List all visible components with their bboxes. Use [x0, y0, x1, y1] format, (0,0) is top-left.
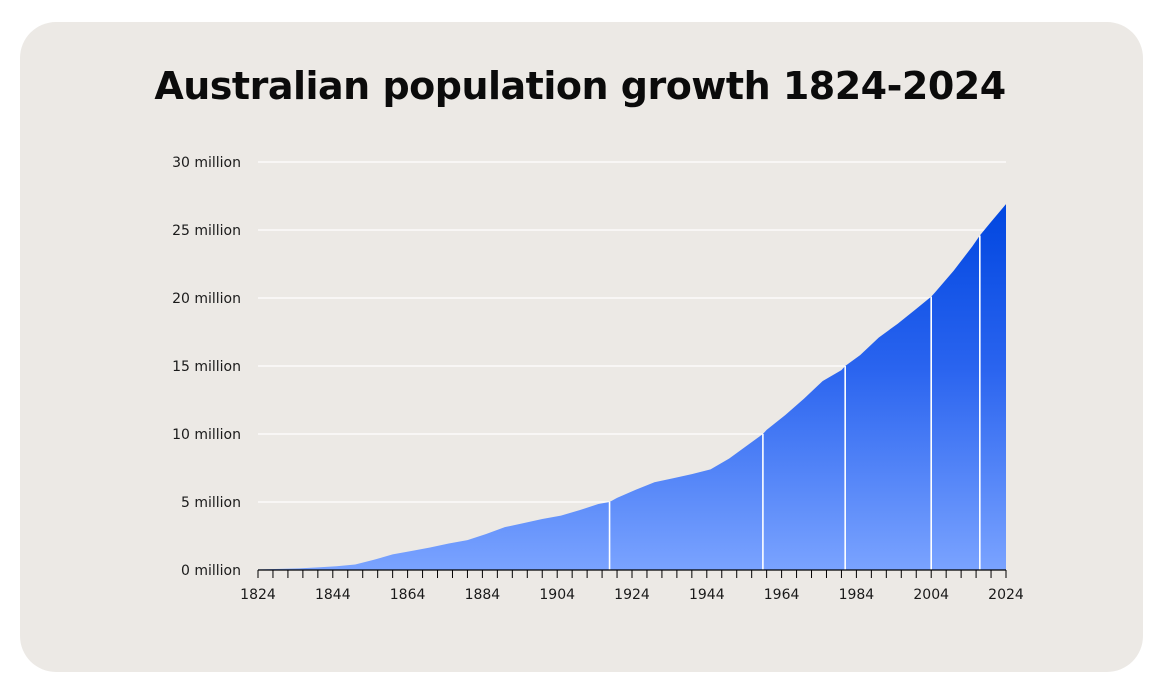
population-area-fill [258, 204, 1006, 570]
y-tick-label: 20 million [172, 291, 241, 307]
x-tick-label: 2004 [913, 587, 949, 603]
x-tick-label: 1964 [764, 587, 800, 603]
y-tick-label: 30 million [172, 155, 241, 171]
y-tick-label: 15 million [172, 359, 241, 375]
population-area [258, 204, 1006, 570]
x-tick-label: 2024 [988, 587, 1024, 603]
x-tick-label: 1984 [839, 587, 875, 603]
y-tick-label: 10 million [172, 427, 241, 443]
y-tick-label: 25 million [172, 223, 241, 239]
x-tick-label: 1904 [539, 587, 575, 603]
y-tick-label: 0 million [181, 563, 241, 579]
x-axis-labels: 1824 1844 1864 1884 1904 1924 1944 1964 1984 2004… [240, 587, 1024, 603]
y-tick-label: 5 million [181, 495, 241, 511]
x-tick-label: 1864 [390, 587, 426, 603]
x-tick-label: 1884 [465, 587, 501, 603]
x-tick-label: 1824 [240, 587, 276, 603]
x-tick-label: 1924 [614, 587, 650, 603]
y-axis-labels: 0 million 5 million 10 million 15 million 20… [172, 155, 241, 579]
x-tick-label: 1944 [689, 587, 725, 603]
milestone-lines [608, 235, 981, 570]
x-axis [257, 569, 1007, 578]
x-tick-label: 1844 [315, 587, 351, 603]
chart-title: Australian population growth 1824-2024 [154, 64, 1006, 108]
